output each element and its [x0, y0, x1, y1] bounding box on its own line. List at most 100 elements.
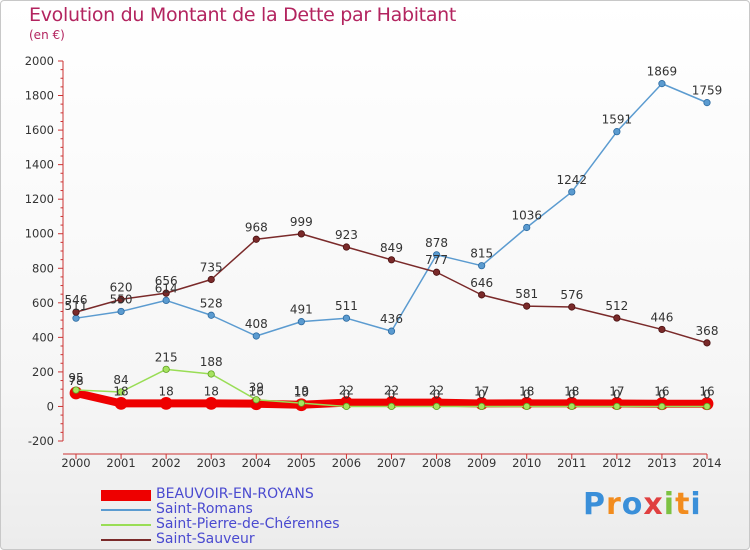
data-label: 512: [605, 299, 628, 313]
logo-letter: x: [643, 487, 664, 522]
x-tick-label: 2008: [422, 456, 451, 470]
series-saint-romans: [72, 80, 711, 340]
logo-letter: o: [621, 487, 644, 522]
data-label: 999: [290, 215, 313, 229]
data-label: 620: [110, 280, 133, 294]
data-point: [252, 396, 260, 404]
x-tick-label: 2002: [152, 456, 181, 470]
data-label: 215: [155, 350, 178, 364]
logo-letter: P: [583, 487, 606, 522]
x-tick-label: 2000: [61, 456, 90, 470]
data-point: [162, 296, 170, 304]
data-label: 511: [65, 299, 88, 313]
data-label: 546: [65, 293, 88, 307]
data-label: 656: [155, 274, 178, 288]
y-tick-label: 800: [32, 261, 54, 275]
data-label: 22: [384, 384, 399, 398]
data-label: 18: [159, 384, 174, 398]
data-label: 368: [696, 324, 719, 338]
data-point: [568, 402, 576, 411]
legend-swatch: [101, 539, 151, 541]
data-label: 777: [425, 253, 448, 267]
data-label: 17: [474, 385, 489, 399]
data-label: 576: [560, 288, 583, 302]
x-tick-label: 2009: [467, 456, 496, 470]
data-point: [297, 399, 305, 407]
data-point: [658, 402, 666, 411]
data-label: 0: [703, 387, 711, 401]
y-tick-label: 1600: [25, 123, 54, 137]
x-tick-label: 2004: [242, 456, 271, 470]
data-label: 16: [699, 385, 714, 399]
data-label: 0: [388, 387, 396, 401]
x-tick-label: 2014: [692, 456, 721, 470]
data-label: 84: [113, 373, 128, 387]
data-label: 16: [249, 385, 264, 399]
x-tick-label: 2006: [332, 456, 361, 470]
data-label: 1036: [511, 209, 542, 223]
y-tick-label: 600: [32, 296, 54, 310]
y-tick-label: 2000: [25, 54, 54, 68]
data-label: 0: [433, 387, 441, 401]
legend-label: BEAUVOIR-EN-ROYANS: [156, 486, 314, 502]
data-label: 18: [519, 384, 534, 398]
data-point: [387, 327, 396, 335]
logo-letter: t: [675, 487, 691, 522]
data-point: [613, 314, 621, 322]
data-point: [117, 307, 125, 316]
data-label: 815: [470, 247, 493, 261]
data-label: 646: [470, 276, 493, 290]
series-saint-pierre-de-ch-rennes: [72, 365, 711, 411]
data-point: [613, 128, 621, 136]
data-label: 1759: [692, 84, 723, 98]
y-tick-label: 400: [32, 330, 54, 344]
data-point: [72, 386, 80, 394]
data-point: [342, 402, 351, 411]
chart-subtitle: (en €): [29, 28, 65, 42]
data-label: 10: [294, 386, 309, 400]
data-label: 1591: [602, 113, 633, 127]
data-label: 446: [650, 310, 673, 324]
data-label: 188: [200, 355, 223, 369]
chart-title: Evolution du Montant de la Dette par Hab…: [29, 4, 457, 26]
y-tick-label: 1800: [25, 89, 54, 103]
data-point: [207, 275, 215, 284]
data-point: [568, 188, 576, 196]
data-point: [658, 325, 666, 334]
data-label: 17: [609, 385, 624, 399]
data-label: 614: [155, 281, 178, 295]
x-tick-label: 2011: [557, 456, 586, 470]
data-label: 95: [68, 371, 83, 385]
legend-swatch: [101, 509, 151, 511]
data-point: [568, 303, 576, 311]
data-point: [252, 235, 260, 243]
data-label: 16: [654, 385, 669, 399]
data-label: 18: [113, 384, 128, 398]
data-point: [342, 314, 351, 322]
y-tick-label: 1200: [25, 192, 54, 206]
data-point: [162, 289, 170, 297]
x-tick-label: 2010: [512, 456, 541, 470]
logo-letter: i: [663, 487, 676, 522]
data-label: 581: [515, 287, 538, 301]
data-label: 436: [380, 312, 403, 326]
data-label: 528: [200, 296, 223, 310]
data-label: 923: [335, 228, 358, 242]
data-point: [297, 318, 305, 326]
data-label: 22: [339, 384, 354, 398]
series-saint-sauveur: [72, 230, 711, 347]
data-label: 408: [245, 317, 268, 331]
data-point: [207, 311, 215, 319]
data-point: [613, 402, 621, 411]
data-label: 78: [68, 374, 83, 388]
x-tick-label: 2005: [287, 456, 316, 470]
x-tick-label: 2007: [377, 456, 406, 470]
y-tick-label: 200: [32, 365, 54, 379]
data-point: [387, 256, 396, 264]
data-point: [432, 268, 441, 276]
x-tick-label: 2003: [197, 456, 226, 470]
logo-letter: r: [606, 487, 622, 522]
data-label: 18: [204, 384, 219, 398]
data-point: [478, 291, 486, 299]
data-label: 735: [200, 261, 223, 275]
